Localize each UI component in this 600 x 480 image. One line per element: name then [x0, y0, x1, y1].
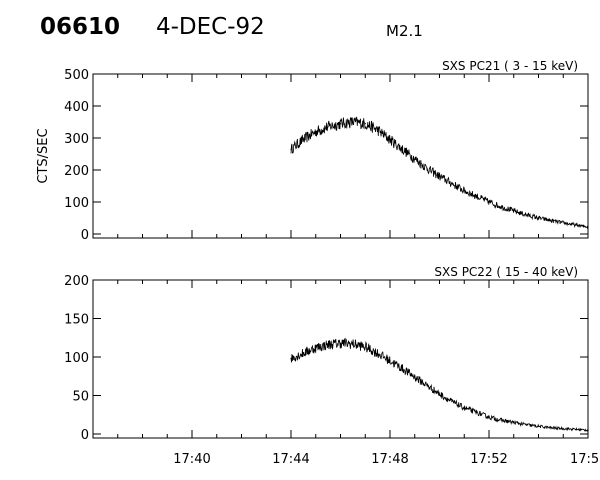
y-tick-label: 100 [64, 351, 89, 366]
series-line [290, 337, 589, 432]
x-tick-label: 17:44 [272, 452, 309, 467]
series-line [290, 116, 589, 230]
y-tick-label: 200 [64, 164, 89, 179]
y-tick-label: 0 [81, 228, 89, 243]
y-tick-label: 150 [64, 313, 89, 328]
y-tick-label: 500 [64, 68, 89, 83]
plot-frame [92, 279, 589, 439]
x-tick-label: 17:40 [173, 452, 210, 467]
y-tick-label: 50 [72, 390, 89, 405]
y-tick-label: 0 [81, 428, 89, 443]
x-tick-label: 17:48 [371, 452, 408, 467]
y-tick-label: 100 [64, 196, 89, 211]
panel-title: SXS PC21 ( 3 - 15 keV) [442, 59, 578, 73]
y-tick-label: 300 [64, 132, 89, 147]
plot-frame [92, 73, 589, 239]
event-date: 4-DEC-92 [156, 14, 265, 40]
x-tick-label: 17:5 [570, 452, 599, 467]
y-tick-label: 400 [64, 100, 89, 115]
event-id: 06610 [40, 14, 121, 40]
y-axis-label: CTS/SEC [36, 128, 51, 183]
y-tick-label: 200 [64, 274, 89, 289]
flare-class: M2.1 [386, 22, 423, 40]
data-point [562, 222, 564, 224]
x-tick-label: 17:52 [470, 452, 507, 467]
panel-title: SXS PC22 ( 15 - 40 keV) [434, 265, 578, 279]
